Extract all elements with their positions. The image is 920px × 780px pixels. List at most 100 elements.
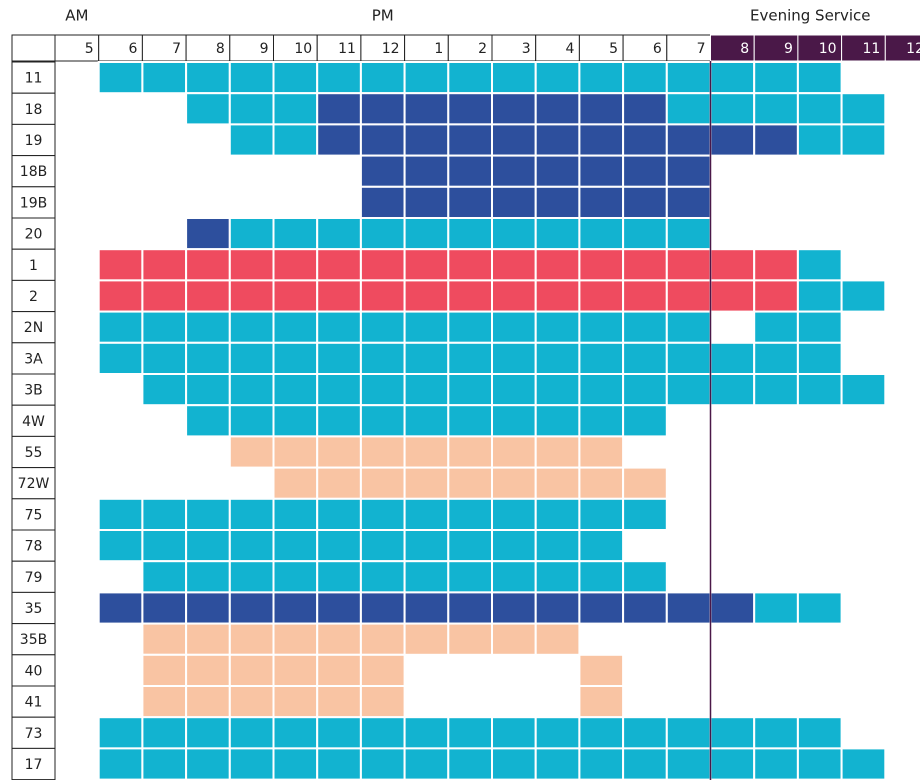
service-cell	[709, 341, 756, 375]
route-label-cell	[11, 467, 56, 500]
service-cell	[185, 716, 231, 750]
service-cell	[272, 217, 319, 251]
service-cell	[622, 560, 668, 594]
route-label: 41	[25, 695, 43, 711]
service-cell	[753, 92, 799, 126]
service-cell	[491, 154, 537, 188]
service-cell	[359, 622, 406, 656]
service-cell	[359, 716, 406, 750]
service-cell	[491, 341, 537, 375]
service-cell	[316, 341, 362, 375]
service-cell	[228, 61, 275, 95]
service-cell	[316, 123, 362, 157]
service-cell	[534, 591, 581, 625]
service-cell	[622, 497, 668, 531]
service-cell	[359, 373, 406, 407]
service-cell	[534, 622, 581, 656]
service-cell	[228, 92, 275, 126]
service-cell	[796, 341, 843, 375]
service-cell	[447, 373, 493, 407]
hour-label: 6	[653, 41, 662, 57]
service-cell	[447, 185, 493, 220]
service-cell	[753, 373, 799, 407]
route-label: 2	[29, 289, 38, 305]
service-cell	[491, 622, 537, 656]
service-cell	[491, 248, 537, 282]
hour-header-cell	[360, 34, 406, 62]
route-label: 55	[25, 445, 43, 461]
service-cell	[447, 591, 493, 625]
service-cell	[228, 622, 275, 656]
service-cell	[316, 435, 362, 469]
service-cell	[709, 747, 756, 780]
service-cell	[141, 529, 188, 563]
service-cell	[185, 529, 231, 563]
service-cell	[753, 279, 799, 313]
service-cell	[228, 310, 275, 344]
period-label: AM	[65, 7, 88, 25]
service-cell	[228, 435, 275, 469]
service-cell	[141, 341, 188, 375]
hour-header-cell	[54, 34, 100, 62]
service-cell	[316, 529, 362, 563]
service-cell	[185, 497, 231, 531]
hour-label: 3	[522, 41, 531, 57]
service-cell	[447, 310, 493, 344]
service-cell	[359, 560, 406, 594]
hour-header-cell	[753, 34, 799, 62]
service-cell	[578, 497, 625, 531]
service-cell	[534, 466, 581, 500]
service-cell	[753, 248, 799, 282]
service-cell	[228, 279, 275, 313]
service-cell	[403, 622, 450, 656]
service-cell	[447, 92, 493, 126]
service-cell	[709, 591, 756, 625]
service-cell	[228, 591, 275, 625]
route-label-cell	[11, 186, 56, 219]
hour-label: 10	[294, 41, 312, 57]
service-cell	[622, 185, 668, 220]
service-cell	[534, 341, 581, 375]
service-cell	[796, 61, 843, 95]
service-cell	[403, 404, 450, 438]
hour-label: 12	[906, 41, 920, 57]
service-cell	[403, 373, 450, 407]
service-cell	[534, 404, 581, 438]
service-cell	[228, 653, 275, 687]
service-cell	[272, 466, 319, 500]
service-cell	[185, 373, 231, 407]
service-cell	[403, 123, 450, 157]
route-label: 3B	[24, 383, 43, 399]
service-cell	[359, 466, 406, 500]
service-cell	[359, 435, 406, 469]
hour-label: 11	[338, 41, 356, 57]
service-cell	[622, 716, 668, 750]
service-cell	[796, 92, 843, 126]
service-cell	[491, 92, 537, 126]
service-cell	[228, 497, 275, 531]
hour-header-cell	[535, 34, 580, 62]
service-cell	[316, 310, 362, 344]
service-cell	[228, 747, 275, 780]
service-cell	[359, 653, 406, 687]
service-cell	[622, 373, 668, 407]
service-cell	[578, 466, 625, 500]
service-cell	[359, 61, 406, 95]
service-cell	[709, 248, 756, 282]
service-cell	[316, 466, 362, 500]
service-cell	[491, 279, 537, 313]
service-cell	[272, 529, 319, 563]
service-cell	[97, 591, 144, 625]
service-cell	[185, 61, 231, 95]
service-cell	[403, 217, 450, 251]
service-cell	[359, 497, 406, 531]
service-cell	[796, 248, 843, 282]
route-label: 35B	[20, 632, 47, 648]
service-cell	[316, 217, 362, 251]
service-cell	[578, 653, 625, 687]
service-cell	[228, 217, 275, 251]
service-cell	[796, 373, 843, 407]
route-label: 19	[25, 133, 43, 149]
service-cell	[753, 716, 799, 750]
service-cell	[228, 248, 275, 282]
